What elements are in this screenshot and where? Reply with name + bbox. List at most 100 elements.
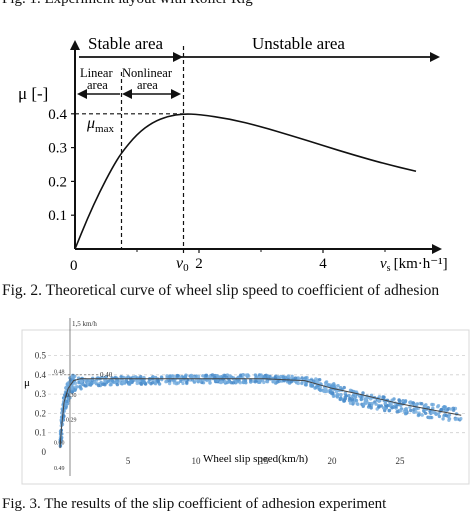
data-point — [93, 380, 97, 385]
x-tick-label: 25 — [396, 456, 406, 466]
data-point — [259, 375, 263, 379]
data-point — [342, 385, 346, 390]
data-point — [139, 375, 143, 379]
data-point — [253, 373, 258, 377]
x-tick-label: 15 — [260, 456, 270, 466]
y-tick-label: 0.2 — [48, 174, 67, 190]
data-point — [194, 378, 198, 383]
data-point — [71, 375, 76, 380]
v0-label: v0 — [176, 255, 189, 274]
data-point — [304, 383, 308, 387]
v0-main: v — [176, 255, 184, 272]
data-point — [430, 402, 434, 407]
data-point — [261, 378, 265, 382]
trend-line — [59, 378, 462, 449]
data-point — [167, 381, 172, 386]
data-point — [369, 406, 373, 410]
x-tick-label: 4 — [319, 256, 327, 272]
figure-2-caption: Fig. 2. Theoretical curve of wheel slip … — [2, 282, 440, 299]
data-point — [104, 375, 109, 379]
data-point — [357, 394, 362, 398]
data-point — [225, 373, 230, 377]
linear-area-label-1: Linear — [80, 66, 113, 80]
data-point — [241, 373, 246, 377]
x-tick-label: 10 — [192, 456, 202, 466]
data-point — [317, 387, 321, 392]
data-point — [139, 381, 143, 386]
data-point — [434, 412, 438, 416]
x-label-main: v — [380, 256, 387, 272]
data-point — [150, 381, 155, 385]
data-point — [350, 397, 355, 401]
theoretical-curve-chart: Stable area Unstable area Linear area No… — [18, 34, 448, 274]
y-tick-label: 0 — [42, 447, 47, 457]
data-point — [300, 376, 304, 380]
data-point — [441, 417, 445, 421]
data-point — [210, 373, 215, 377]
data-point — [442, 405, 446, 409]
data-point — [175, 373, 179, 378]
data-point — [135, 379, 139, 383]
data-point — [228, 374, 232, 378]
data-point — [314, 385, 318, 389]
data-point — [430, 410, 434, 415]
annotations: 1,5 km/h 0.40 0.48 0.30 0.29 0.00 0.49 — [52, 318, 113, 476]
data-point — [368, 397, 373, 401]
data-point — [390, 398, 394, 402]
data-point — [189, 373, 194, 378]
x-label-subscript: s — [387, 263, 391, 274]
mu-max-label: μmax — [86, 115, 114, 135]
y-tick-label: 0.4 — [35, 370, 47, 380]
data-point — [376, 398, 381, 403]
data-point — [243, 378, 248, 383]
nonlinear-area-label-2: area — [137, 78, 158, 92]
data-point — [135, 381, 139, 386]
data-point — [364, 397, 368, 401]
data-point — [379, 404, 383, 408]
data-point — [325, 389, 329, 393]
data-point — [176, 381, 180, 385]
figure-3-caption: Fig. 3. The results of the slip coeffici… — [2, 496, 387, 512]
data-point — [172, 375, 176, 379]
data-point — [265, 380, 270, 384]
data-point — [403, 412, 408, 416]
data-point — [79, 387, 83, 391]
x-049-annotation: 0.49 — [54, 466, 65, 472]
guide-lines — [75, 46, 185, 249]
data-point — [411, 401, 415, 405]
y-ticks: 0.1 0.2 0.3 0.4 — [48, 107, 75, 224]
data-point — [420, 402, 424, 406]
data-point — [394, 404, 398, 409]
data-point — [348, 396, 352, 401]
data-point — [331, 394, 336, 398]
y-tick-label: 0.2 — [35, 408, 46, 418]
data-point — [356, 402, 360, 406]
data-point — [164, 380, 168, 384]
data-point — [208, 381, 212, 385]
y-tick-label: 0.5 — [35, 351, 47, 361]
data-point — [383, 401, 388, 405]
data-point — [126, 375, 130, 379]
data-point — [332, 384, 336, 388]
x-axis-label: vs [km·h⁻¹] — [380, 256, 448, 274]
data-point — [286, 374, 291, 378]
data-point — [106, 379, 110, 383]
data-point — [109, 382, 113, 387]
data-point — [127, 381, 132, 385]
data-point — [214, 378, 218, 382]
data-point — [153, 381, 157, 385]
scatter-y-label: μ — [24, 377, 30, 389]
data-point — [331, 391, 335, 396]
data-point — [303, 376, 308, 380]
data-point — [427, 415, 431, 420]
adhesion-curve — [74, 113, 417, 250]
data-point — [359, 397, 363, 402]
data-point — [431, 406, 435, 410]
x-ticks: 5 10 15 20 25 — [126, 456, 405, 466]
v0-subscript: 0 — [183, 262, 189, 274]
x-label-unit: [km·h⁻¹] — [394, 256, 448, 272]
data-point — [147, 380, 151, 384]
data-point — [218, 375, 222, 379]
